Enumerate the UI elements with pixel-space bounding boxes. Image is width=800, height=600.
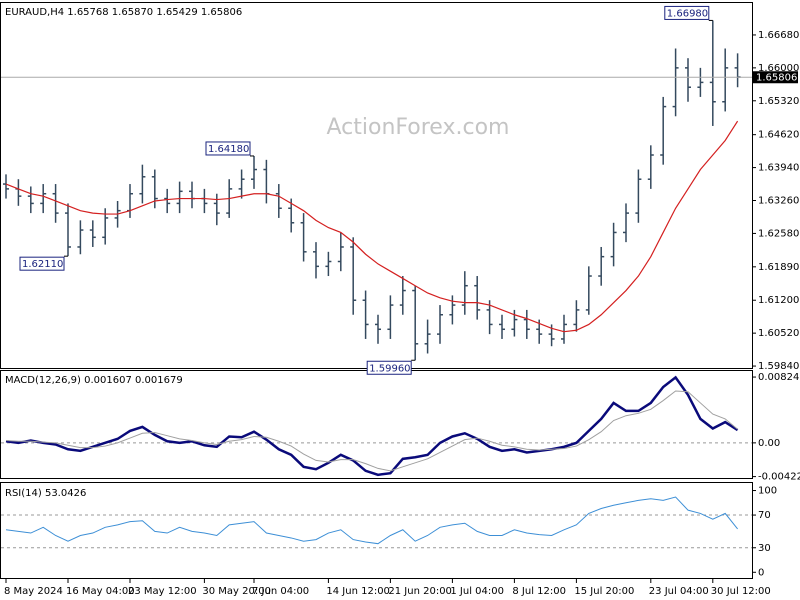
y-tick-label: 70 — [758, 510, 771, 521]
y-tick-label: 1.59840 — [758, 361, 799, 372]
x-tick-label: 15 Jul 20:00 — [574, 586, 634, 597]
annotation-label: 1.62110 — [22, 259, 63, 270]
y-tick-label: 0 — [758, 567, 764, 578]
panel-title: RSI(14) 53.0426 — [5, 488, 86, 499]
last-price-label: 1.65806 — [756, 72, 797, 83]
y-tick-label: 100 — [758, 486, 777, 497]
y-tick-label: -0.004224 — [758, 472, 800, 483]
last-price-box — [752, 71, 798, 84]
x-tick-label: 16 May 04:00 — [66, 586, 135, 597]
y-tick-label: 0.008242 — [758, 372, 800, 383]
y-tick-label: 0.00 — [758, 438, 780, 449]
annotation-box — [664, 5, 710, 20]
y-tick-label: 1.65320 — [758, 96, 799, 107]
indicator-line — [5, 496, 738, 545]
x-tick-label: 8 May 2024 — [4, 586, 63, 597]
x-tick-label: 7 Jun 04:00 — [252, 586, 309, 597]
x-tick-label: 8 Jul 12:00 — [512, 586, 566, 597]
indicator-line — [5, 375, 739, 477]
y-tick-label: 1.61890 — [758, 262, 799, 273]
y-tick-label: 1.61200 — [758, 295, 799, 306]
y-tick-label: 30 — [758, 543, 771, 554]
annotation-label: 1.64180 — [208, 144, 249, 155]
x-tick-label: 1 Jul 04:00 — [450, 586, 504, 597]
annotation-box — [19, 256, 65, 271]
rsi-panel — [0, 482, 753, 579]
annotation-box — [366, 360, 412, 375]
y-tick-label: 1.63940 — [758, 163, 799, 174]
x-tick-label: 30 Jul 12:00 — [711, 586, 771, 597]
watermark: ActionForex.com — [327, 115, 510, 140]
y-tick-label: 1.60520 — [758, 328, 799, 339]
x-tick-label: 30 May 20:00 — [202, 586, 271, 597]
annotation-label: 1.66980 — [667, 8, 708, 19]
panel-title: MACD(12,26,9) 0.001607 0.001679 — [5, 375, 183, 386]
indicator-line — [5, 390, 738, 472]
x-tick-label: 14 Jun 12:00 — [326, 586, 390, 597]
y-tick-label: 1.64620 — [758, 130, 799, 141]
x-tick-label: 21 Jun 20:00 — [388, 586, 452, 597]
y-tick-label: 1.66680 — [758, 30, 799, 41]
y-tick-label: 1.62580 — [758, 228, 799, 239]
y-tick-label: 1.66000 — [758, 63, 799, 74]
annotation-box — [205, 141, 251, 156]
x-tick-label: 23 May 12:00 — [128, 586, 197, 597]
panel-title: EURAUD,H4 1.65768 1.65870 1.65429 1.6580… — [5, 7, 242, 18]
x-tick-label: 23 Jul 04:00 — [649, 586, 709, 597]
y-tick-label: 1.63260 — [758, 196, 799, 207]
moving-average — [5, 120, 739, 333]
annotation-label: 1.59960 — [369, 363, 410, 374]
